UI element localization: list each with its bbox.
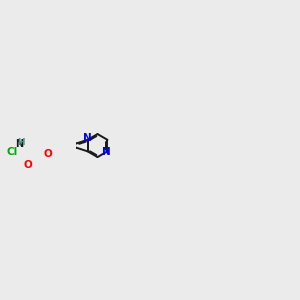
Text: O: O [23,160,32,170]
Text: O: O [44,149,52,159]
Text: N: N [102,147,110,157]
Text: N: N [83,134,92,143]
Text: H: H [17,137,25,146]
Text: Cl: Cl [6,147,17,157]
Text: N: N [15,139,23,149]
